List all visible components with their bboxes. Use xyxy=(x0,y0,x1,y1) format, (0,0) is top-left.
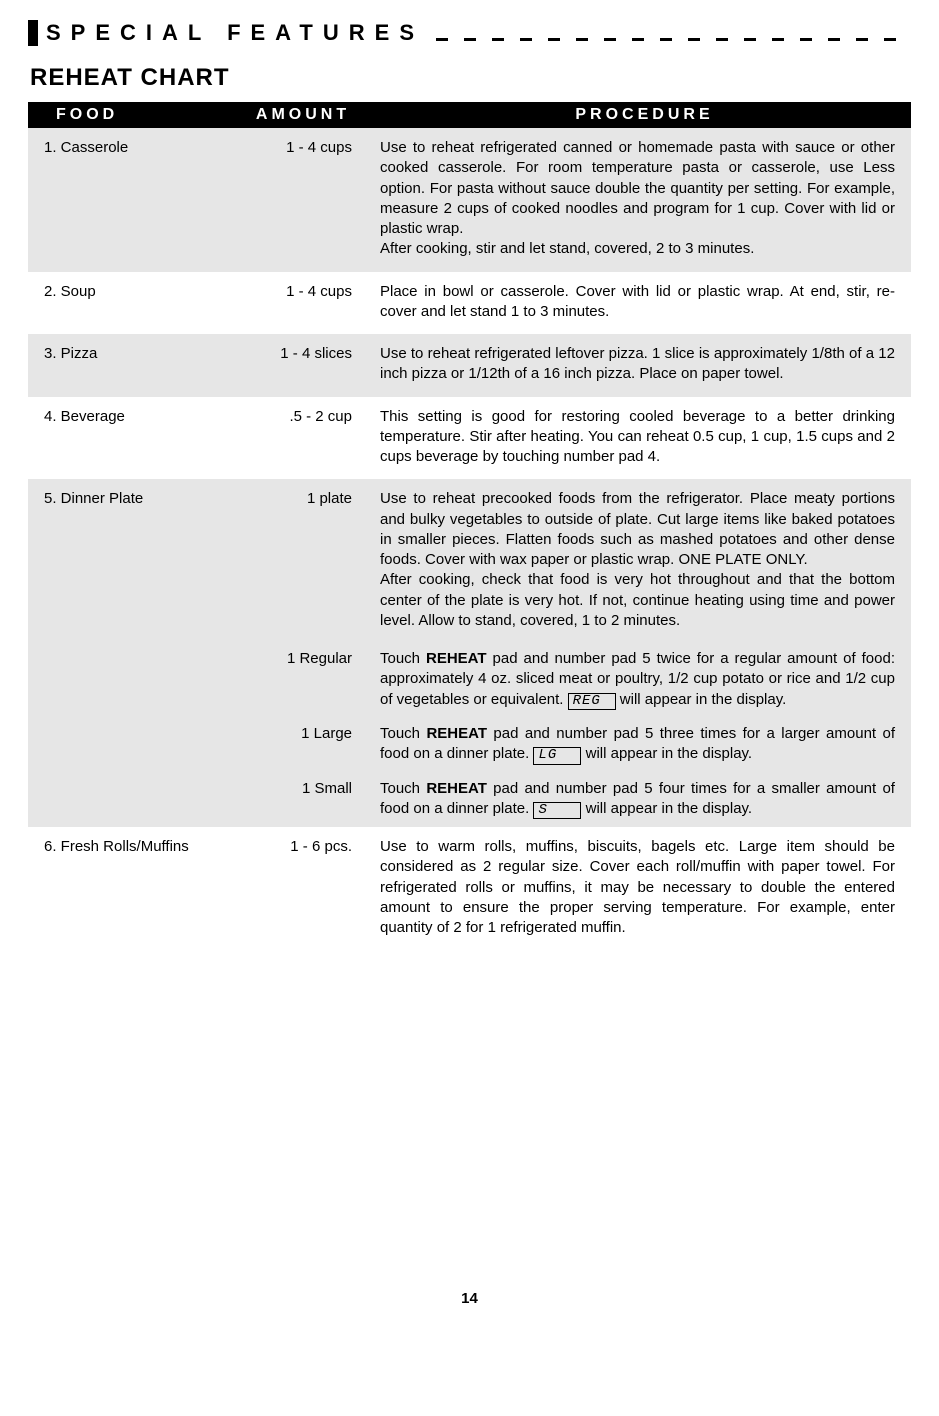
cell-amount: .5 - 2 cup xyxy=(230,407,380,468)
cell-procedure: Use to reheat precooked foods from the r… xyxy=(380,489,899,631)
table-row: 6. Fresh Rolls/Muffins1 - 6 pcs.Use to w… xyxy=(28,827,911,950)
cell-food: 2. Soup xyxy=(40,282,230,323)
page-number: 14 xyxy=(28,1290,911,1307)
cell-procedure: Use to warm rolls, muffins, biscuits, ba… xyxy=(380,837,899,938)
cell-food xyxy=(40,779,230,820)
cell-food: 5. Dinner Plate xyxy=(40,489,230,631)
cell-amount: 1 Small xyxy=(230,779,380,820)
cell-procedure: Place in bowl or casserole. Cover with l… xyxy=(380,282,899,323)
th-food: FOOD xyxy=(28,106,228,124)
table-row: 2. Soup1 - 4 cupsPlace in bowl or casser… xyxy=(28,272,911,335)
cell-food: 4. Beverage xyxy=(40,407,230,468)
cell-food: 1. Casserole xyxy=(40,138,230,260)
cell-procedure: This setting is good for restoring coole… xyxy=(380,407,899,468)
th-amount: AMOUNT xyxy=(228,106,378,124)
table-subrow: 1 SmallTouch REHEAT pad and number pad 5… xyxy=(28,773,911,828)
cell-food: 3. Pizza xyxy=(40,344,230,385)
table-body: 1. Casserole1 - 4 cupsUse to reheat refr… xyxy=(28,128,911,950)
th-procedure: PROCEDURE xyxy=(378,106,911,124)
cell-procedure: Touch REHEAT pad and number pad 5 three … xyxy=(380,724,899,765)
cell-amount: 1 - 4 slices xyxy=(230,344,380,385)
cell-procedure: Touch REHEAT pad and number pad 5 four t… xyxy=(380,779,899,820)
table-row: 5. Dinner Plate1 plateUse to reheat prec… xyxy=(28,479,911,643)
chart-title: REHEAT CHART xyxy=(30,64,911,92)
cell-amount: 1 - 4 cups xyxy=(230,138,380,260)
table-row: 4. Beverage.5 - 2 cupThis setting is goo… xyxy=(28,397,911,480)
display-code: LG xyxy=(533,747,581,764)
cell-amount: 1 Large xyxy=(230,724,380,765)
cell-food xyxy=(40,649,230,710)
table-row: 1. Casserole1 - 4 cupsUse to reheat refr… xyxy=(28,128,911,272)
display-code: S xyxy=(533,802,581,819)
cell-procedure: Use to reheat refrigerated leftover pizz… xyxy=(380,344,899,385)
display-code: REG xyxy=(568,693,616,710)
cell-procedure: Touch REHEAT pad and number pad 5 twice … xyxy=(380,649,899,710)
cell-amount: 1 plate xyxy=(230,489,380,631)
table-row: 3. Pizza1 - 4 slicesUse to reheat refrig… xyxy=(28,334,911,397)
cell-amount: 1 Regular xyxy=(230,649,380,710)
cell-food xyxy=(40,724,230,765)
header-dashes xyxy=(436,20,911,46)
table-subrow: 1 RegularTouch REHEAT pad and number pad… xyxy=(28,643,911,718)
cell-amount: 1 - 6 pcs. xyxy=(230,837,380,938)
table-header: FOOD AMOUNT PROCEDURE xyxy=(28,102,911,128)
section-bar xyxy=(28,20,38,46)
section-header: SPECIAL FEATURES xyxy=(28,20,911,46)
section-title: SPECIAL FEATURES xyxy=(46,20,424,46)
cell-procedure: Use to reheat refrigerated canned or hom… xyxy=(380,138,899,260)
cell-food: 6. Fresh Rolls/Muffins xyxy=(40,837,230,938)
reheat-table: FOOD AMOUNT PROCEDURE 1. Casserole1 - 4 … xyxy=(28,102,911,950)
table-subrow: 1 LargeTouch REHEAT pad and number pad 5… xyxy=(28,718,911,773)
cell-amount: 1 - 4 cups xyxy=(230,282,380,323)
